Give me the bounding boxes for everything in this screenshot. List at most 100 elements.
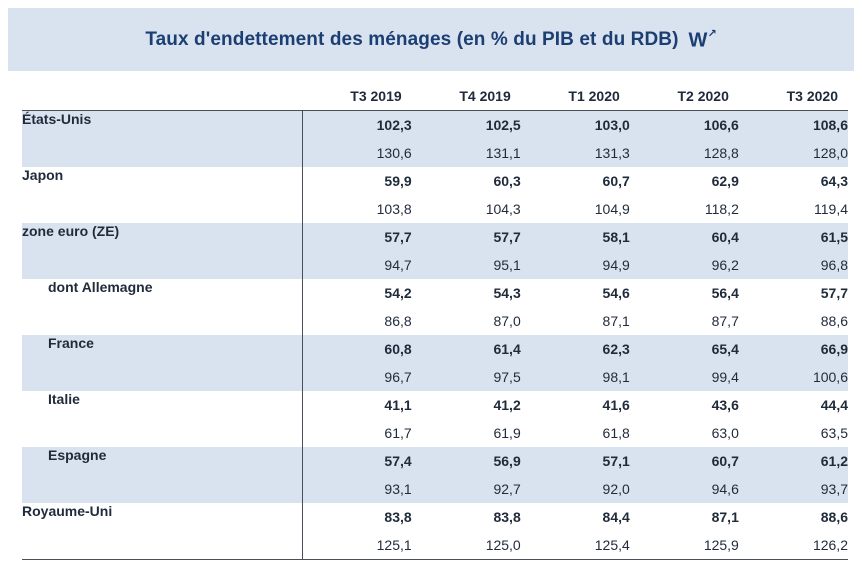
header-blank [22, 82, 303, 111]
rdb-cell: 61,7 [384, 425, 412, 441]
gdp-cell: 57,1 [520, 447, 630, 475]
rdb-cell: 93,1 [302, 475, 412, 503]
gdp-cell: 62,9 [711, 173, 739, 189]
rdb-cell: 63,0 [711, 425, 739, 441]
rdb-cell: 128,0 [738, 139, 848, 167]
gdp-cell: 60,7 [629, 447, 739, 475]
rdb-cell: 98,1 [520, 363, 630, 391]
gdp-cell: 60,4 [629, 223, 739, 251]
table-row: 86,8 87,0 87,1 87,7 88,6 [22, 307, 848, 335]
gdp-cell: 83,8 [493, 509, 521, 525]
gdp-cell: 57,4 [302, 447, 412, 475]
gdp-cell: 61,4 [411, 335, 521, 363]
rdb-cell: 61,8 [602, 425, 630, 441]
gdp-cell: 102,3 [302, 110, 412, 139]
rdb-cell: 97,5 [411, 363, 521, 391]
gdp-cell: 56,4 [711, 285, 739, 301]
table-row: Royaume-Uni 83,8 83,8 84,4 87,1 88,6 [22, 503, 848, 560]
gdp-cell: 60,3 [493, 173, 521, 189]
gdp-cell: 54,6 [602, 285, 630, 301]
rdb-cell: 128,8 [629, 139, 739, 167]
gdp-cell: 88,6 [820, 509, 848, 525]
rdb-cell: 94,7 [302, 251, 412, 279]
rdb-cell: 96,7 [302, 363, 412, 391]
rdb-cell: 119,4 [814, 201, 848, 217]
rdb-cell: 95,1 [411, 251, 521, 279]
row-label: Italie [22, 391, 304, 447]
title-bar: Taux d'endettement des ménages (en % du … [8, 8, 854, 71]
gdp-cell: 58,1 [520, 223, 630, 251]
rdb-cell: 126,2 [738, 531, 848, 560]
column-header: T3 2020 [738, 82, 848, 111]
gdp-cell: 43,6 [711, 397, 739, 413]
rdb-cell: 93,7 [738, 475, 848, 503]
column-header: T3 2019 [302, 82, 412, 111]
rdb-cell: 88,6 [820, 313, 848, 329]
table-row: zone euro (ZE) 57,7 57,7 58,1 60,4 61,5 [22, 223, 848, 279]
gdp-cell: 60,7 [602, 173, 630, 189]
gdp-cell: 61,2 [738, 447, 848, 475]
rdb-cell: 125,9 [629, 531, 739, 560]
rdb-cell: 131,1 [411, 139, 521, 167]
row-label: France [22, 335, 304, 391]
rdb-cell: 103,8 [376, 201, 412, 217]
rdb-cell: 99,4 [629, 363, 739, 391]
gdp-cell: 66,9 [738, 335, 848, 363]
row-label: zone euro (ZE) [22, 223, 304, 279]
table-row: 61,7 61,9 61,8 63,0 63,5 [22, 419, 848, 447]
gdp-cell: 44,4 [820, 397, 848, 413]
gdp-cell: 103,0 [520, 110, 630, 139]
row-label: dont Allemagne [22, 279, 304, 335]
rdb-cell: 61,9 [493, 425, 521, 441]
debt-table: T3 2019 T4 2019 T1 2020 T2 2020 T3 2020 … [22, 82, 848, 560]
gdp-cell: 54,2 [384, 285, 412, 301]
gdp-cell: 57,7 [302, 223, 412, 251]
rdb-cell: 125,1 [302, 531, 412, 560]
rdb-cell: 87,1 [602, 313, 630, 329]
row-label: États-Unis [22, 110, 304, 167]
table-row: 103,8 104,3 104,9 118,2 119,4 [22, 195, 848, 223]
table-row: 130,6 131,1 131,3 128,8 128,0 [22, 139, 848, 167]
table-row: États-Unis 102,3 102,5 103,0 106,6 108,6 [22, 110, 848, 167]
gdp-cell: 61,5 [738, 223, 848, 251]
table-row: 94,7 95,1 94,9 96,2 96,8 [22, 251, 848, 279]
rdb-cell: 104,9 [594, 201, 630, 217]
rdb-cell: 94,9 [520, 251, 630, 279]
gdp-cell: 65,4 [629, 335, 739, 363]
table-row: 125,1 125,0 125,4 125,9 126,2 [22, 531, 848, 560]
gdp-cell: 60,8 [302, 335, 412, 363]
gdp-cell: 56,9 [411, 447, 521, 475]
rdb-cell: 125,0 [411, 531, 521, 560]
rdb-cell: 104,3 [485, 201, 521, 217]
column-header: T2 2020 [629, 82, 739, 111]
table-row: Japon 59,9 60,3 60,7 62,9 64,3 [22, 167, 848, 223]
rdb-cell: 125,4 [520, 531, 630, 560]
table-row: France 60,8 61,4 62,3 65,4 66,9 [22, 335, 848, 391]
rdb-cell: 94,6 [629, 475, 739, 503]
rdb-cell: 63,5 [820, 425, 848, 441]
column-header: T4 2019 [411, 82, 521, 111]
table-body: États-Unis 102,3 102,5 103,0 106,6 108,6 130,6… [22, 110, 848, 560]
table-row: dont Allemagne 54,2 54,3 54,6 56,4 57,7 [22, 279, 848, 335]
gdp-cell: 41,6 [602, 397, 630, 413]
row-label: Royaume-Uni [22, 503, 304, 560]
table-row: Espagne 57,4 56,9 57,1 60,7 61,2 [22, 447, 848, 503]
gdp-cell: 64,3 [820, 173, 848, 189]
gdp-cell: 62,3 [520, 335, 630, 363]
page-title: Taux d'endettement des ménages (en % du … [145, 28, 679, 50]
gdp-cell: 84,4 [602, 509, 630, 525]
gdp-cell: 59,9 [384, 173, 412, 189]
rdb-cell: 96,2 [629, 251, 739, 279]
table-row: 93,1 92,7 92,0 94,6 93,7 [22, 475, 848, 503]
gdp-cell: 57,7 [411, 223, 521, 251]
column-header: T1 2020 [520, 82, 630, 111]
gdp-cell: 108,6 [738, 110, 848, 139]
table-row: 96,7 97,5 98,1 99,4 100,6 [22, 363, 848, 391]
rdb-cell: 131,3 [520, 139, 630, 167]
w-arrow-icon[interactable]: W↗ [688, 27, 717, 52]
gdp-cell: 102,5 [411, 110, 521, 139]
header-row: T3 2019 T4 2019 T1 2020 T2 2020 T3 2020 [22, 82, 848, 111]
table-row: Italie 41,1 41,2 41,6 43,6 44,4 [22, 391, 848, 447]
gdp-cell: 87,1 [711, 509, 739, 525]
gdp-cell: 106,6 [629, 110, 739, 139]
